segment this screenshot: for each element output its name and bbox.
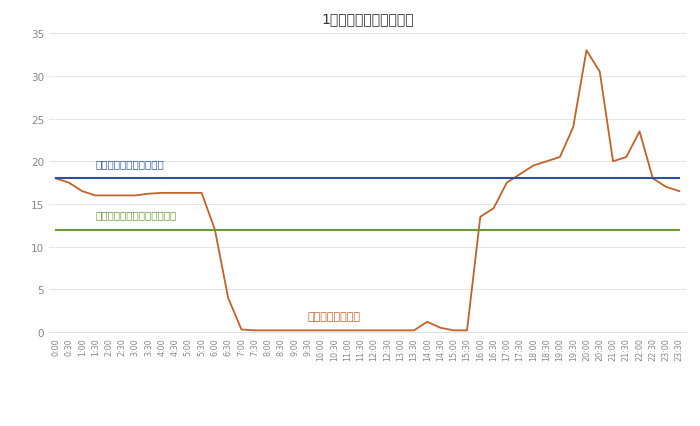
Text: 一般的な電気契約プラン: 一般的な電気契約プラン [95, 159, 164, 169]
Text: 市場連動型プランの平均価格: 市場連動型プランの平均価格 [95, 210, 176, 220]
Text: 市場連動型プラン: 市場連動型プラン [308, 311, 360, 321]
Title: 1日の価格推移イメージ: 1日の価格推移イメージ [321, 12, 414, 26]
